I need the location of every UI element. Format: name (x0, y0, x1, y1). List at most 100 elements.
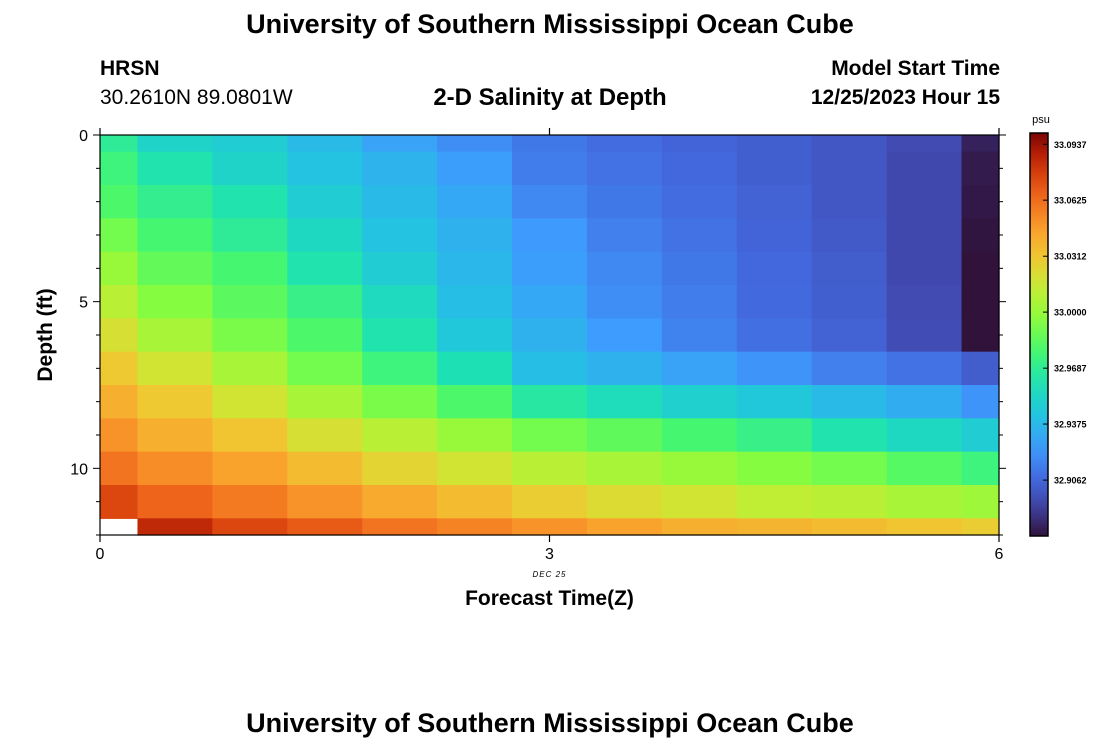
heatmap-cell (137, 451, 213, 486)
heatmap-cell (886, 418, 963, 453)
x-tick-label: 6 (995, 546, 1004, 563)
heatmap-cell (287, 318, 363, 353)
heatmap-cell (212, 185, 288, 219)
y-axis-title: Depth (ft) (34, 288, 57, 381)
heatmap-cell (586, 351, 663, 386)
colorbar-tick-label: 33.0937 (1054, 140, 1087, 150)
heatmap-cell (287, 151, 363, 186)
heatmap-cell (212, 351, 288, 386)
x-axis-date-label: DEC 25 (532, 570, 566, 579)
heatmap-cell (362, 218, 438, 253)
colorbar-bar (1029, 132, 1049, 537)
heatmap-cell (437, 151, 513, 186)
colorbar-tick-label: 32.9375 (1054, 420, 1087, 430)
heatmap-cell (100, 485, 139, 519)
heatmap-cell (961, 135, 1000, 153)
heatmap-cell (212, 285, 288, 319)
chart-subtitle: 2-D Salinity at Depth (433, 84, 667, 111)
heatmap-cell (437, 518, 513, 536)
heatmap-cell (886, 218, 963, 253)
heatmap-cell (100, 251, 139, 286)
heatmap-cell (287, 418, 363, 453)
heatmap-cell (586, 285, 663, 319)
heatmap-cell (212, 518, 288, 536)
heatmap-cell (886, 518, 963, 536)
heatmap-cell (437, 451, 513, 486)
heatmap-cell (437, 385, 513, 419)
heatmap-cell (961, 185, 1000, 219)
heatmap-cell (661, 285, 738, 319)
heatmap-cell (100, 451, 139, 486)
heatmap-cell (212, 485, 288, 519)
heatmap-cell (212, 135, 288, 153)
heatmap-cell (586, 518, 663, 536)
heatmap-cell (811, 185, 888, 219)
heatmap-cell (437, 135, 513, 153)
heatmap-cell (586, 218, 663, 253)
colorbar: 33.0937 33.0625 33.0312 33.0000 32.9687 32.93… (1029, 132, 1087, 537)
model-start-label: Model Start Time (831, 57, 1000, 80)
heatmap-cell (586, 151, 663, 186)
heatmap-cell (961, 418, 1000, 453)
heatmap-cell (886, 285, 963, 319)
heatmap-cell (961, 451, 1000, 486)
heatmap-cell (100, 385, 139, 419)
heatmap-cell (362, 385, 438, 419)
heatmap-cell (512, 485, 588, 519)
heatmap-cell (362, 151, 438, 186)
heatmap-cell (811, 218, 888, 253)
heatmap-cell (736, 385, 813, 419)
heatmap-cell (661, 151, 738, 186)
heatmap-cell (287, 285, 363, 319)
heatmap-cell (736, 451, 813, 486)
heatmap-cell (212, 318, 288, 353)
heatmap-cell (362, 135, 438, 153)
heatmap-cell (586, 135, 663, 153)
heatmap-cell (736, 285, 813, 319)
heatmap-cell (362, 185, 438, 219)
heatmap-cell (137, 385, 213, 419)
heatmap-cell (512, 151, 588, 186)
heatmap-cell (736, 218, 813, 253)
heatmap-cell (137, 518, 213, 536)
heatmap-cell (961, 485, 1000, 519)
heatmap-cell (287, 251, 363, 286)
heatmap-cell (137, 135, 213, 153)
heatmap-cell (362, 418, 438, 453)
heatmap-cell (961, 318, 1000, 353)
heatmap-cell (212, 251, 288, 286)
heatmap-cell (886, 135, 963, 153)
heatmap-cell (137, 185, 213, 219)
y-tick-label: 5 (79, 295, 88, 312)
heatmap-cell (362, 351, 438, 386)
heatmap-cell (661, 351, 738, 386)
heatmap-cell (287, 518, 363, 536)
model-start-value: 12/25/2023 Hour 15 (810, 86, 1000, 109)
station-name: HRSN (100, 57, 160, 80)
heatmap-cell (100, 218, 139, 253)
heatmap-cell (661, 218, 738, 253)
heatmap-cell (961, 151, 1000, 186)
heatmap-cell (661, 485, 738, 519)
heatmap-cell (287, 185, 363, 219)
heatmap-cell (100, 351, 139, 386)
heatmap-cell (661, 185, 738, 219)
heatmap-cell (512, 318, 588, 353)
heatmap-cell (437, 351, 513, 386)
heatmap-cell (886, 385, 963, 419)
colorbar-tick-label: 33.0000 (1054, 308, 1087, 318)
x-tick-label: 3 (545, 546, 554, 563)
footer-title: University of Southern Mississippi Ocean… (246, 708, 854, 738)
heatmap-cell (886, 185, 963, 219)
heatmap-cell (661, 451, 738, 486)
heatmap-cell (362, 318, 438, 353)
heatmap-cell (811, 518, 888, 536)
heatmap-cell (362, 518, 438, 536)
heatmap-cell (736, 485, 813, 519)
heatmap-cell (362, 485, 438, 519)
heatmap-cell (137, 318, 213, 353)
heatmap-cell (437, 318, 513, 353)
colorbar-unit: psu (1032, 114, 1050, 126)
heatmap-cell (886, 251, 963, 286)
